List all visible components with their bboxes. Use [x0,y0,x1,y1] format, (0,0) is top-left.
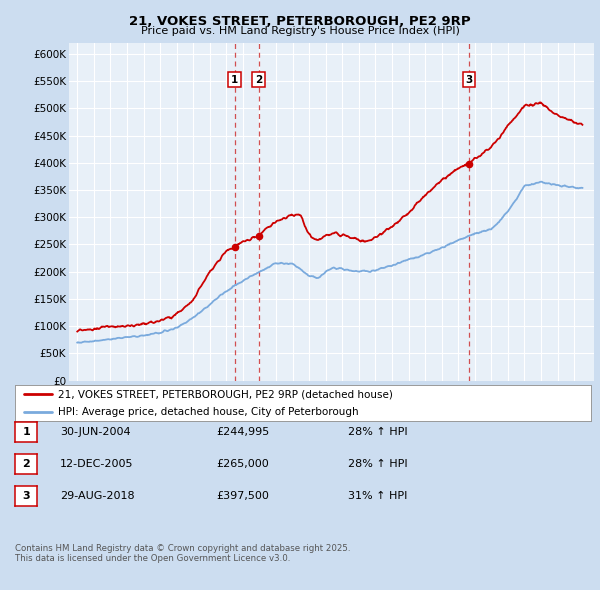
Point [230,242,239,252]
Text: 28% ↑ HPI: 28% ↑ HPI [348,427,407,437]
Text: 30-JUN-2004: 30-JUN-2004 [60,427,131,437]
Text: 2: 2 [255,74,262,84]
Text: 1: 1 [231,74,238,84]
Text: Price paid vs. HM Land Registry's House Price Index (HPI): Price paid vs. HM Land Registry's House … [140,26,460,36]
Text: HPI: Average price, detached house, City of Peterborough: HPI: Average price, detached house, City… [58,407,359,417]
Text: Contains HM Land Registry data © Crown copyright and database right 2025.: Contains HM Land Registry data © Crown c… [15,545,350,553]
Text: 29-AUG-2018: 29-AUG-2018 [60,491,134,500]
Point [464,159,474,169]
Text: 28% ↑ HPI: 28% ↑ HPI [348,459,407,468]
Text: 2: 2 [22,459,30,468]
Text: 21, VOKES STREET, PETERBOROUGH, PE2 9RP: 21, VOKES STREET, PETERBOROUGH, PE2 9RP [129,15,471,28]
Text: 21, VOKES STREET, PETERBOROUGH, PE2 9RP (detached house): 21, VOKES STREET, PETERBOROUGH, PE2 9RP … [58,389,393,399]
Text: This data is licensed under the Open Government Licence v3.0.: This data is licensed under the Open Gov… [15,554,290,563]
Text: 1: 1 [22,427,30,437]
Text: £244,995: £244,995 [216,427,269,437]
Text: 3: 3 [22,491,30,500]
Text: £397,500: £397,500 [216,491,269,500]
Text: 3: 3 [466,74,473,84]
Text: £265,000: £265,000 [216,459,269,468]
Text: 12-DEC-2005: 12-DEC-2005 [60,459,133,468]
Point [254,232,263,241]
Text: 31% ↑ HPI: 31% ↑ HPI [348,491,407,500]
